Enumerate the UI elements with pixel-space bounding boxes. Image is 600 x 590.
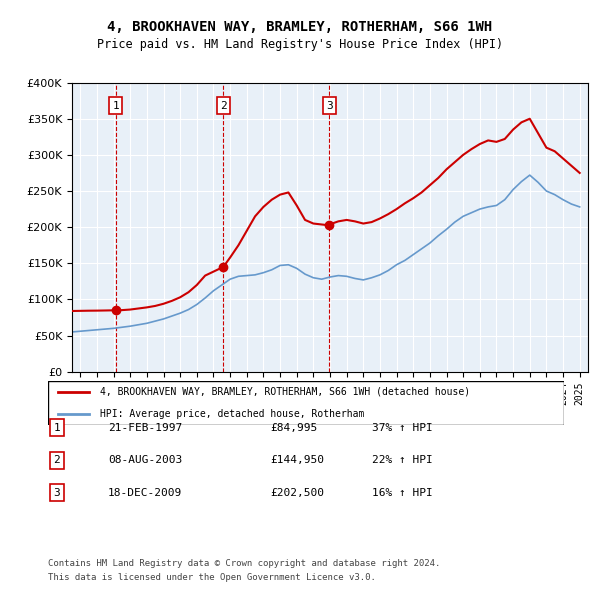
Text: Contains HM Land Registry data © Crown copyright and database right 2024.: Contains HM Land Registry data © Crown c…: [48, 559, 440, 568]
Text: HPI: Average price, detached house, Rotherham: HPI: Average price, detached house, Roth…: [100, 409, 364, 419]
Text: 16% ↑ HPI: 16% ↑ HPI: [372, 488, 433, 497]
Text: 2: 2: [220, 101, 227, 111]
Text: 37% ↑ HPI: 37% ↑ HPI: [372, 423, 433, 432]
Text: 22% ↑ HPI: 22% ↑ HPI: [372, 455, 433, 465]
Text: £84,995: £84,995: [270, 423, 317, 432]
Text: 3: 3: [53, 488, 61, 497]
FancyBboxPatch shape: [48, 381, 564, 425]
Text: 4, BROOKHAVEN WAY, BRAMLEY, ROTHERHAM, S66 1WH: 4, BROOKHAVEN WAY, BRAMLEY, ROTHERHAM, S…: [107, 19, 493, 34]
Text: £144,950: £144,950: [270, 455, 324, 465]
Text: 21-FEB-1997: 21-FEB-1997: [108, 423, 182, 432]
Text: 1: 1: [112, 101, 119, 111]
Text: 08-AUG-2003: 08-AUG-2003: [108, 455, 182, 465]
Text: This data is licensed under the Open Government Licence v3.0.: This data is licensed under the Open Gov…: [48, 572, 376, 582]
Text: 1: 1: [53, 423, 61, 432]
Text: 4, BROOKHAVEN WAY, BRAMLEY, ROTHERHAM, S66 1WH (detached house): 4, BROOKHAVEN WAY, BRAMLEY, ROTHERHAM, S…: [100, 386, 470, 396]
Text: 3: 3: [326, 101, 333, 111]
Text: 18-DEC-2009: 18-DEC-2009: [108, 488, 182, 497]
Text: Price paid vs. HM Land Registry's House Price Index (HPI): Price paid vs. HM Land Registry's House …: [97, 38, 503, 51]
Text: 2: 2: [53, 455, 61, 465]
Text: £202,500: £202,500: [270, 488, 324, 497]
